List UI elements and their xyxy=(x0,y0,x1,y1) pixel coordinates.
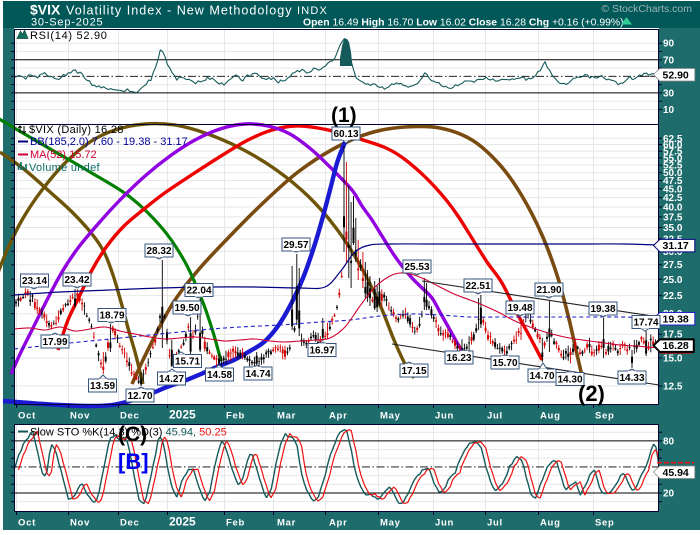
svg-text:14.74: 14.74 xyxy=(245,369,270,380)
svg-text:17.5: 17.5 xyxy=(663,330,683,341)
svg-text:Jun: Jun xyxy=(435,518,454,529)
svg-text:22.04: 22.04 xyxy=(186,286,211,297)
svg-text:16.28: 16.28 xyxy=(663,340,689,352)
svg-text:23.14: 23.14 xyxy=(22,276,47,287)
svg-text:(1): (1) xyxy=(331,104,357,127)
svg-text:Dec: Dec xyxy=(120,518,140,529)
svg-text:23.42: 23.42 xyxy=(64,275,89,286)
svg-text:22.5: 22.5 xyxy=(663,291,683,302)
svg-text:25.53: 25.53 xyxy=(404,262,429,273)
svg-text:14.58: 14.58 xyxy=(207,370,232,381)
svg-text:Apr: Apr xyxy=(329,518,347,529)
svg-text:28.32: 28.32 xyxy=(146,246,171,257)
svg-text:Jul: Jul xyxy=(487,518,503,529)
svg-text:Volatility Index - New Methodo: Volatility Index - New Methodology xyxy=(66,4,293,18)
svg-text:19.50: 19.50 xyxy=(174,303,199,314)
svg-text:Aug: Aug xyxy=(540,518,561,529)
svg-text:14.70: 14.70 xyxy=(529,371,554,382)
svg-text:12.70: 12.70 xyxy=(127,391,152,402)
svg-text:45.0: 45.0 xyxy=(663,184,683,195)
svg-text:50.0: 50.0 xyxy=(663,168,683,179)
svg-text:Mar: Mar xyxy=(277,518,296,529)
svg-text:INDX: INDX xyxy=(297,5,328,17)
svg-text:Sep: Sep xyxy=(595,411,615,422)
svg-text:52.90: 52.90 xyxy=(663,69,689,81)
svg-text:57.5: 57.5 xyxy=(663,147,683,158)
svg-text:© StockCharts.com: © StockCharts.com xyxy=(601,3,692,15)
svg-text:MA(52) 15.72: MA(52) 15.72 xyxy=(30,149,97,161)
svg-text:Nov: Nov xyxy=(70,518,90,529)
svg-text:47.5: 47.5 xyxy=(663,176,683,187)
svg-text:29.57: 29.57 xyxy=(283,240,308,251)
svg-text:Jun: Jun xyxy=(435,411,454,422)
svg-text:40.0: 40.0 xyxy=(663,203,683,214)
svg-text:BB(185,2.0) 7.60 - 19.38 - 31.: BB(185,2.0) 7.60 - 19.38 - 31.17 xyxy=(30,136,188,148)
svg-text:19.38: 19.38 xyxy=(590,304,615,315)
svg-text:62.5: 62.5 xyxy=(663,134,683,145)
svg-text:10: 10 xyxy=(663,105,675,116)
svg-text:19.48: 19.48 xyxy=(507,303,532,314)
svg-text:42.5: 42.5 xyxy=(663,193,683,204)
svg-text:80: 80 xyxy=(663,436,675,447)
svg-text:30-Sep-2025: 30-Sep-2025 xyxy=(31,17,103,29)
svg-text:Feb: Feb xyxy=(226,411,245,422)
svg-text:17.15: 17.15 xyxy=(401,366,426,377)
svg-text:2025: 2025 xyxy=(169,515,196,529)
svg-text:17.74: 17.74 xyxy=(633,318,658,329)
svg-text:14.30: 14.30 xyxy=(557,375,582,386)
svg-text:Dec: Dec xyxy=(120,411,140,422)
svg-text:37.5: 37.5 xyxy=(663,212,683,223)
svg-text:27.5: 27.5 xyxy=(663,260,683,271)
svg-text:12.5: 12.5 xyxy=(663,382,683,393)
svg-text:60.13: 60.13 xyxy=(333,129,358,140)
svg-text:2025: 2025 xyxy=(169,408,196,422)
svg-text:45.94: 45.94 xyxy=(663,467,689,479)
svg-text:$VIX: $VIX xyxy=(30,2,61,18)
svg-text:Oct: Oct xyxy=(18,518,36,529)
svg-text:17.99: 17.99 xyxy=(42,337,67,348)
svg-text:52.5: 52.5 xyxy=(663,161,683,172)
svg-text:13.59: 13.59 xyxy=(90,381,115,392)
svg-text:70: 70 xyxy=(663,55,675,66)
svg-text:90: 90 xyxy=(663,39,675,50)
svg-text:$VIX (Daily) 16.28: $VIX (Daily) 16.28 xyxy=(29,124,124,136)
svg-text:14.27: 14.27 xyxy=(159,374,184,385)
svg-text:15.0: 15.0 xyxy=(663,354,683,365)
svg-text:(C): (C) xyxy=(118,423,147,446)
svg-text:31.17: 31.17 xyxy=(663,240,689,252)
svg-text:22.51: 22.51 xyxy=(465,281,490,292)
svg-text:(2): (2) xyxy=(578,381,605,406)
svg-text:18.79: 18.79 xyxy=(99,311,124,322)
svg-text:Open 16.49 High 16.70 Low 16.0: Open 16.49 High 16.70 Low 16.02 Close 16… xyxy=(303,18,624,29)
svg-text:25.0: 25.0 xyxy=(663,275,683,286)
svg-text:RSI(14) 52.90: RSI(14) 52.90 xyxy=(30,30,108,42)
svg-text:60.0: 60.0 xyxy=(663,140,683,151)
svg-text:Mar: Mar xyxy=(277,411,296,422)
svg-text:16.97: 16.97 xyxy=(309,346,334,357)
svg-text:19.38: 19.38 xyxy=(663,313,689,325)
svg-text:Aug: Aug xyxy=(540,411,561,422)
svg-text:Feb: Feb xyxy=(226,518,245,529)
svg-text:Apr: Apr xyxy=(329,411,347,422)
svg-text:20: 20 xyxy=(663,489,675,500)
svg-text:Nov: Nov xyxy=(70,411,90,422)
svg-text:35.0: 35.0 xyxy=(663,223,683,234)
svg-text:55.0: 55.0 xyxy=(663,153,683,164)
svg-text:[B]: [B] xyxy=(118,449,149,474)
svg-text:15.70: 15.70 xyxy=(492,358,517,369)
svg-text:16.23: 16.23 xyxy=(446,353,471,364)
svg-text:Sep: Sep xyxy=(595,518,615,529)
svg-text:15.71: 15.71 xyxy=(175,357,200,368)
svg-text:30: 30 xyxy=(663,88,675,99)
svg-text:May: May xyxy=(380,518,401,529)
svg-text:May: May xyxy=(380,411,401,422)
svg-text:Jul: Jul xyxy=(487,411,503,422)
svg-text:Oct: Oct xyxy=(18,411,36,422)
svg-text:21.90: 21.90 xyxy=(536,285,561,296)
svg-text:14.33: 14.33 xyxy=(619,373,644,384)
svg-text:Volume undef: Volume undef xyxy=(29,162,101,174)
svg-text:Slow STO %K(14,3) %D(3) 45.94,: Slow STO %K(14,3) %D(3) 45.94, 50.25 xyxy=(30,427,227,439)
